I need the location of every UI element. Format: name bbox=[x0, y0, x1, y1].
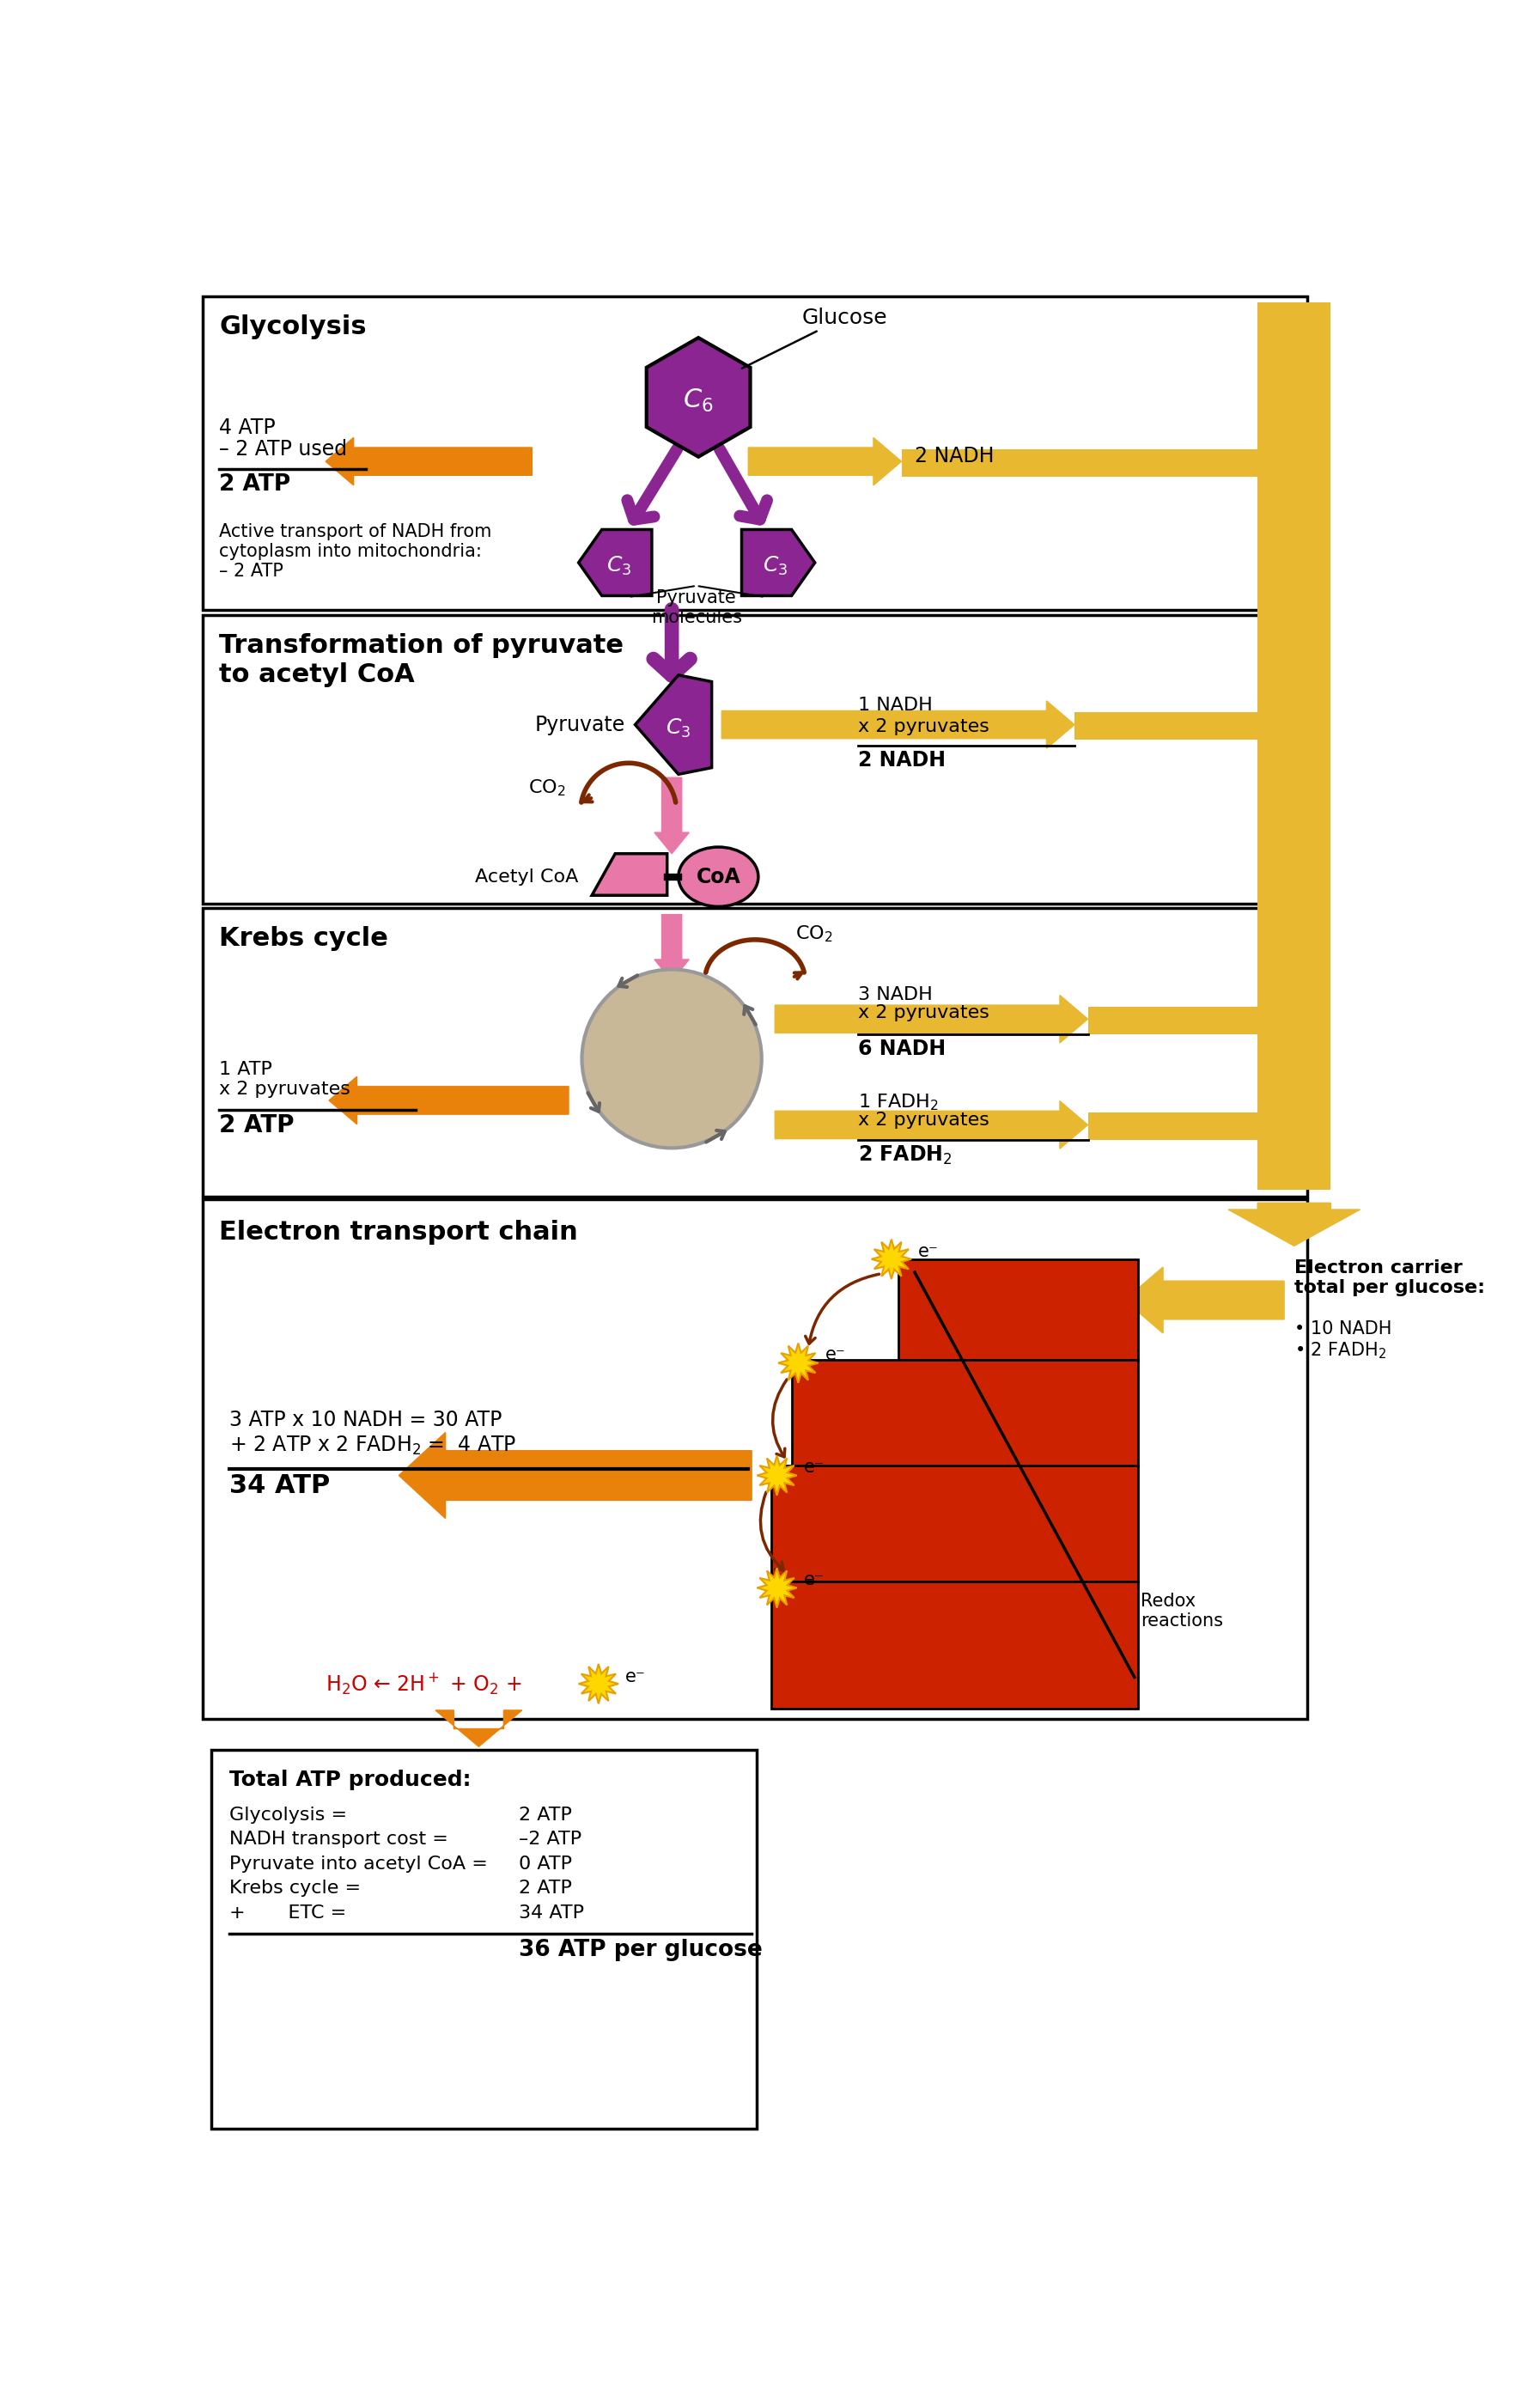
Bar bbox=[898, 1258, 1138, 1359]
FancyArrow shape bbox=[775, 996, 1087, 1042]
Bar bbox=[1087, 1006, 1258, 1035]
Text: $C_6$: $C_6$ bbox=[684, 387, 713, 413]
FancyArrow shape bbox=[654, 915, 688, 980]
Text: 34 ATP: 34 ATP bbox=[229, 1474, 330, 1498]
Polygon shape bbox=[758, 1568, 796, 1609]
Bar bbox=[1258, 303, 1331, 1188]
Bar bbox=[1075, 713, 1258, 740]
Text: Pyruvate: Pyruvate bbox=[534, 715, 625, 735]
Text: x 2 pyruvates: x 2 pyruvates bbox=[858, 718, 989, 735]
Text: e⁻: e⁻ bbox=[804, 1570, 824, 1589]
Text: 2 ATP: 2 ATP bbox=[219, 473, 291, 495]
Text: 3 NADH: 3 NADH bbox=[858, 987, 933, 1004]
FancyArrow shape bbox=[436, 1710, 522, 1746]
Bar bbox=[202, 295, 1307, 610]
Text: • 10 NADH
• 2 FADH$_2$: • 10 NADH • 2 FADH$_2$ bbox=[1294, 1321, 1392, 1361]
Bar bbox=[792, 1359, 1138, 1465]
Text: Electron transport chain: Electron transport chain bbox=[219, 1220, 578, 1244]
Text: NADH transport cost =: NADH transport cost = bbox=[229, 1830, 448, 1849]
FancyArrow shape bbox=[775, 1102, 1087, 1148]
Polygon shape bbox=[591, 855, 667, 896]
Text: 4 ATP: 4 ATP bbox=[219, 418, 276, 437]
Text: 2 ATP: 2 ATP bbox=[519, 1880, 571, 1897]
Text: $C_3$: $C_3$ bbox=[762, 555, 787, 576]
Text: 2 NADH: 2 NADH bbox=[858, 749, 946, 771]
Text: x 2 pyruvates: x 2 pyruvates bbox=[858, 1112, 989, 1128]
FancyArrow shape bbox=[1229, 1203, 1360, 1246]
Text: Krebs cycle: Krebs cycle bbox=[219, 927, 388, 951]
Text: 2 FADH$_2$: 2 FADH$_2$ bbox=[858, 1143, 952, 1167]
FancyArrow shape bbox=[748, 437, 901, 485]
Bar bbox=[772, 1465, 1138, 1582]
Text: Redox
reactions: Redox reactions bbox=[1141, 1592, 1223, 1630]
Text: 3 ATP x 10 NADH = 30 ATP: 3 ATP x 10 NADH = 30 ATP bbox=[229, 1409, 502, 1431]
Text: Pyruvate into acetyl CoA =: Pyruvate into acetyl CoA = bbox=[229, 1856, 488, 1873]
Circle shape bbox=[582, 970, 762, 1148]
Text: Active transport of NADH from
cytoplasm into mitochondria:
– 2 ATP: Active transport of NADH from cytoplasm … bbox=[219, 523, 491, 581]
Text: Krebs cycle =: Krebs cycle = bbox=[229, 1880, 360, 1897]
Polygon shape bbox=[872, 1239, 912, 1280]
Polygon shape bbox=[742, 531, 815, 595]
Text: Glycolysis =: Glycolysis = bbox=[229, 1806, 346, 1822]
Text: H$_2$O ← 2H$^+$ + O$_2$ +: H$_2$O ← 2H$^+$ + O$_2$ + bbox=[325, 1671, 522, 1698]
Text: e⁻: e⁻ bbox=[825, 1347, 845, 1364]
Text: $C_3$: $C_3$ bbox=[605, 555, 631, 576]
Bar bbox=[772, 1582, 1138, 1710]
Text: CO$_2$: CO$_2$ bbox=[528, 778, 565, 797]
Polygon shape bbox=[758, 1455, 796, 1496]
Text: x 2 pyruvates: x 2 pyruvates bbox=[858, 1004, 989, 1023]
Text: 36 ATP per glucose: 36 ATP per glucose bbox=[519, 1940, 762, 1962]
Bar bbox=[901, 449, 1258, 478]
Bar bbox=[202, 908, 1307, 1196]
FancyArrow shape bbox=[325, 437, 531, 485]
Polygon shape bbox=[634, 675, 711, 773]
Text: e⁻: e⁻ bbox=[625, 1669, 645, 1686]
FancyArrow shape bbox=[654, 778, 688, 855]
Text: 2 ATP: 2 ATP bbox=[219, 1114, 294, 1138]
Polygon shape bbox=[647, 339, 750, 456]
Text: +       ETC =: + ETC = bbox=[229, 1904, 346, 1921]
Text: e⁻: e⁻ bbox=[804, 1460, 824, 1477]
Polygon shape bbox=[579, 1664, 619, 1705]
Text: Glycolysis: Glycolysis bbox=[219, 315, 367, 339]
Bar bbox=[1087, 1112, 1258, 1140]
FancyArrow shape bbox=[399, 1433, 752, 1517]
Text: Pyruvate
molecules: Pyruvate molecules bbox=[651, 588, 742, 627]
Text: 1 ATP: 1 ATP bbox=[219, 1061, 273, 1078]
Text: Glucose: Glucose bbox=[742, 307, 887, 367]
Text: 34 ATP: 34 ATP bbox=[519, 1904, 584, 1921]
Text: 1 NADH: 1 NADH bbox=[858, 696, 933, 713]
FancyArrow shape bbox=[330, 1076, 568, 1124]
Bar bbox=[202, 615, 1307, 903]
Text: Acetyl CoA: Acetyl CoA bbox=[476, 869, 579, 886]
Polygon shape bbox=[579, 531, 651, 595]
Text: Electron carrier
total per glucose:: Electron carrier total per glucose: bbox=[1294, 1258, 1485, 1297]
Text: – 2 ATP used: – 2 ATP used bbox=[219, 439, 346, 459]
Text: $C_3$: $C_3$ bbox=[665, 718, 691, 740]
Text: CO$_2$: CO$_2$ bbox=[795, 924, 832, 944]
Text: Transformation of pyruvate
to acetyl CoA: Transformation of pyruvate to acetyl CoA bbox=[219, 634, 624, 687]
Text: –2 ATP: –2 ATP bbox=[519, 1830, 582, 1849]
Text: Total ATP produced:: Total ATP produced: bbox=[229, 1770, 471, 1791]
FancyArrow shape bbox=[1124, 1268, 1284, 1333]
Text: e⁻: e⁻ bbox=[918, 1244, 938, 1261]
Text: 2 NADH: 2 NADH bbox=[915, 447, 995, 466]
Text: x 2 pyruvates: x 2 pyruvates bbox=[219, 1080, 351, 1097]
Text: 1 FADH$_2$: 1 FADH$_2$ bbox=[858, 1092, 938, 1112]
Text: 6 NADH: 6 NADH bbox=[858, 1037, 946, 1059]
Text: + 2 ATP x 2 FADH$_2$ =  4 ATP: + 2 ATP x 2 FADH$_2$ = 4 ATP bbox=[229, 1433, 516, 1457]
Ellipse shape bbox=[679, 848, 758, 908]
Text: 2 ATP: 2 ATP bbox=[519, 1806, 571, 1822]
Bar bbox=[211, 1750, 758, 2130]
Polygon shape bbox=[778, 1342, 818, 1383]
FancyArrow shape bbox=[722, 701, 1075, 749]
Text: CoA: CoA bbox=[696, 867, 741, 886]
Text: 0 ATP: 0 ATP bbox=[519, 1856, 571, 1873]
Bar bbox=[202, 1200, 1307, 1719]
